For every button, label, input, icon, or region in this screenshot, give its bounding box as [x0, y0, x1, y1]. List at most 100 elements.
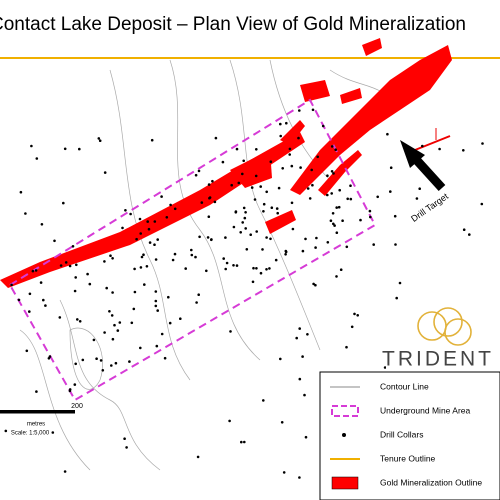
drill-collar — [330, 170, 334, 173]
drill-collar — [10, 283, 13, 287]
drill-collar — [147, 227, 151, 231]
drill-collar — [108, 310, 111, 313]
drill-collar — [262, 399, 265, 402]
drill-collar — [35, 390, 38, 393]
drill-collar — [171, 258, 175, 262]
drill-collar — [237, 181, 241, 185]
drill-collar — [111, 291, 114, 294]
ring — [444, 318, 472, 346]
drill-collar — [298, 109, 301, 112]
drill-collar — [304, 435, 308, 439]
drill-collar — [393, 214, 397, 218]
logo-box — [386, 302, 500, 370]
drill-collar — [179, 317, 182, 321]
drill-collar — [345, 345, 348, 349]
drill-collar — [208, 196, 212, 199]
drill-collar — [298, 327, 302, 330]
legend: Contour Line Underground Mine Area Drill C… — [330, 381, 482, 490]
contour — [69, 327, 103, 390]
contour — [229, 59, 321, 351]
drill-collar — [276, 211, 280, 215]
drill-collar — [73, 289, 77, 293]
drill-collar — [81, 358, 85, 362]
drill-collar — [173, 252, 177, 256]
title: Contact Lake Deposit – Plan View of Gold… — [0, 14, 466, 35]
drill-collar — [337, 205, 341, 209]
drill-collar — [386, 132, 389, 136]
contour — [19, 329, 91, 471]
drill-collar — [332, 172, 335, 175]
drill-collar — [53, 239, 56, 243]
drill-collar — [232, 264, 235, 267]
drill-collar — [259, 271, 263, 275]
drill-collar — [241, 221, 244, 224]
drill-collar — [109, 254, 112, 257]
drill-collar — [103, 171, 107, 174]
drill-collar — [269, 160, 273, 163]
contour — [109, 69, 191, 381]
drill-collar — [462, 149, 465, 152]
drill-collar — [243, 216, 247, 220]
drill-collar — [395, 296, 399, 300]
drill-collar — [389, 190, 392, 193]
drill-collar — [314, 283, 317, 287]
drill-collar — [251, 280, 255, 284]
drill-collar — [31, 269, 35, 273]
drill-collar — [301, 249, 305, 253]
drill-collar — [394, 243, 397, 246]
drill-collar — [138, 217, 142, 221]
legend-label: Contour Line — [380, 381, 429, 391]
drill-collar — [51, 431, 55, 434]
arrow-head — [400, 140, 425, 168]
drill-collar — [288, 153, 292, 156]
drill-collar — [103, 260, 106, 263]
drill-collar — [368, 209, 372, 213]
drill-collar — [353, 312, 356, 316]
drill-collar — [153, 220, 157, 223]
drill-collar — [262, 210, 265, 213]
drill-collar — [111, 257, 114, 260]
drill-collar — [332, 222, 335, 226]
drill-collar — [468, 233, 471, 236]
gold-mineralization — [0, 38, 452, 288]
drill-collar — [252, 266, 255, 270]
drill-collar — [196, 455, 200, 459]
drill-collar — [269, 237, 272, 241]
drill-collar — [261, 248, 264, 251]
drill-collar — [143, 283, 146, 286]
drill-collar — [330, 145, 334, 148]
drill-collar — [200, 201, 204, 204]
drill-collar — [299, 166, 302, 169]
drill-collar — [304, 237, 307, 241]
drill-collar — [213, 200, 217, 204]
drill-collar — [349, 197, 353, 201]
drill-collar — [376, 195, 380, 199]
drill-collar — [383, 366, 387, 369]
drill-collar — [86, 272, 89, 276]
drill-collar — [190, 248, 193, 252]
drill-collar — [242, 159, 245, 163]
drill-collar — [74, 276, 77, 279]
drill-collar — [280, 421, 284, 424]
drill-collar — [284, 250, 288, 254]
drill-collar — [99, 359, 103, 362]
drill-collar — [154, 304, 158, 308]
drill-collar — [135, 237, 138, 241]
drill-collar — [153, 243, 156, 246]
ring — [433, 307, 463, 337]
drill-collar — [4, 429, 8, 433]
drill-collar — [243, 440, 246, 444]
drill-collar — [330, 192, 334, 195]
drill-collar — [481, 142, 484, 145]
drill-collar — [110, 314, 114, 317]
drill-collar — [303, 393, 306, 397]
legend-label: Drill Collars — [380, 429, 423, 439]
drill-collar — [295, 336, 299, 340]
drill-collar — [24, 212, 27, 215]
drill-collar — [274, 258, 278, 262]
drill-collar — [298, 377, 302, 381]
drill-collar — [105, 286, 108, 290]
drill-collar — [239, 231, 242, 234]
drill-collar — [173, 207, 177, 211]
drill-collar — [306, 333, 309, 336]
